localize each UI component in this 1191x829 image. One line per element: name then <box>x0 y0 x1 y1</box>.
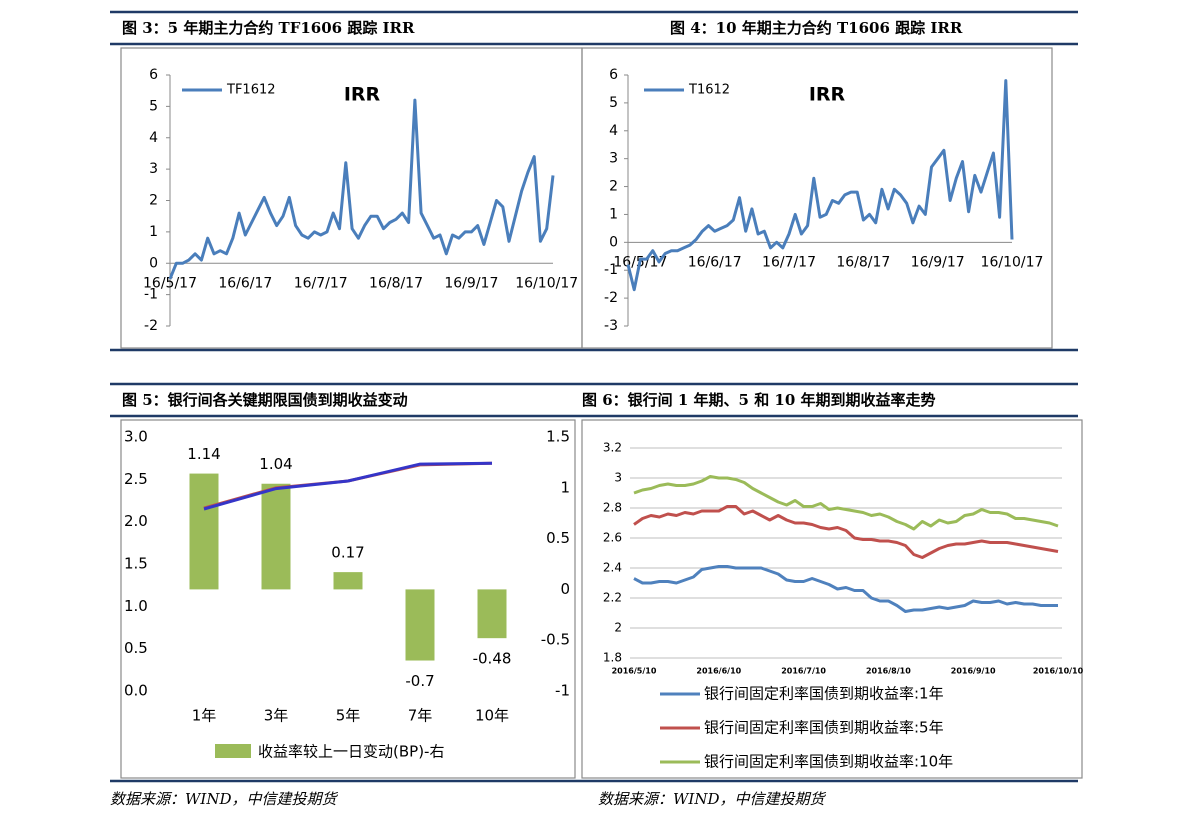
y-tick-label: 2.5 <box>124 470 148 488</box>
legend-label: 银行间固定利率国债到期收益率:10年 <box>704 753 953 771</box>
legend-label: 银行间固定利率国债到期收益率:1年 <box>704 685 944 703</box>
y-tick-label: -2 <box>144 318 158 334</box>
y-tick-label: 1.8 <box>603 651 622 665</box>
y-tick-label: 2.6 <box>603 531 622 545</box>
legend-label: 收益率较上一日变动(BP)-右 <box>258 743 444 761</box>
y-tick-label: 4 <box>149 130 158 146</box>
x-tick-label: 16/10/17 <box>515 275 578 291</box>
y2-tick-label: -1 <box>555 682 570 700</box>
chart-frame <box>120 419 576 779</box>
y-tick-label: 3 <box>609 151 618 167</box>
y-tick-label: 5 <box>149 98 158 114</box>
bar <box>477 589 507 639</box>
y2-tick-label: -0.5 <box>541 631 570 649</box>
y-tick-label: 0.5 <box>124 639 148 657</box>
y-tick-label: 6 <box>609 67 618 83</box>
y-tick-label: 1 <box>609 206 618 222</box>
x-tick-label: 3年 <box>264 707 289 725</box>
y2-tick-label: 1.5 <box>546 428 570 446</box>
y-tick-label: 2.4 <box>603 561 622 575</box>
figure-title: 图 6：银行间 1 年期、5 和 10 年期到期收益率走势 <box>582 391 936 409</box>
x-tick-label: 16/7/17 <box>294 275 348 291</box>
source-note: 数据来源：WIND，中信建投期货 <box>598 790 826 808</box>
y2-tick-label: 0.5 <box>546 529 570 547</box>
figure-title: 图 4：10 年期主力合约 T1606 跟踪 IRR <box>670 19 963 37</box>
source-note: 数据来源：WIND，中信建投期货 <box>110 790 338 808</box>
y-tick-label: 2.2 <box>603 591 622 605</box>
x-tick-label: 2016/10/10 <box>1033 667 1084 676</box>
data-line <box>633 565 1058 613</box>
data-line <box>203 461 493 510</box>
x-tick-label: 5年 <box>336 707 361 725</box>
bar <box>405 589 435 661</box>
bar <box>333 572 363 590</box>
y-tick-label: -3 <box>604 318 618 334</box>
data-line <box>203 461 493 511</box>
x-tick-label: 16/6/17 <box>688 254 742 270</box>
x-tick-label: 2016/6/10 <box>696 667 741 676</box>
x-tick-label: 16/10/17 <box>981 254 1044 270</box>
x-tick-label: 16/9/17 <box>911 254 965 270</box>
y-tick-label: 3 <box>149 161 158 177</box>
x-tick-label: 7年 <box>408 707 433 725</box>
y-tick-label: 0.0 <box>124 682 148 700</box>
y-tick-label: 5 <box>609 95 618 111</box>
y-tick-label: 2 <box>609 179 618 195</box>
annotation: IRR <box>809 84 846 106</box>
y-tick-label: 2.0 <box>124 512 148 530</box>
x-tick-label: 2016/9/10 <box>951 667 996 676</box>
y2-tick-label: 0 <box>560 580 570 598</box>
y-tick-label: 0 <box>149 255 158 271</box>
y-tick-label: 2 <box>149 193 158 209</box>
data-line <box>626 79 1014 292</box>
y2-tick-label: 1 <box>560 478 570 496</box>
y-tick-label: -1 <box>604 262 618 278</box>
bar-value-label: -0.7 <box>405 672 434 690</box>
bar <box>261 483 291 590</box>
legend-label: TF1612 <box>226 83 276 98</box>
data-line <box>168 98 555 280</box>
x-tick-label: 2016/5/10 <box>612 667 657 676</box>
figure-title: 图 5：银行间各关键期限国债到期收益变动 <box>122 391 408 409</box>
chart-frame <box>581 47 1053 349</box>
x-tick-label: 16/5/17 <box>143 275 197 291</box>
y-tick-label: 3 <box>614 471 622 485</box>
data-line <box>633 475 1059 531</box>
bar-value-label: -0.48 <box>473 650 512 668</box>
legend-label: 银行间固定利率国债到期收益率:5年 <box>704 719 944 737</box>
x-tick-label: 16/6/17 <box>218 275 272 291</box>
chart-frame <box>581 419 1083 779</box>
y-tick-label: 6 <box>149 67 158 83</box>
y-tick-label: 1 <box>149 224 158 240</box>
data-line <box>633 505 1059 559</box>
bar-value-label: 1.14 <box>187 445 220 463</box>
x-tick-label: 16/8/17 <box>369 275 423 291</box>
y-tick-label: 0 <box>609 234 618 250</box>
y-tick-label: 1.0 <box>124 597 148 615</box>
y-tick-label: 3.2 <box>603 441 622 455</box>
x-tick-label: 16/9/17 <box>444 275 498 291</box>
y-tick-label: 2 <box>614 621 622 635</box>
x-tick-label: 2016/8/10 <box>866 667 911 676</box>
y-tick-label: 4 <box>609 123 618 139</box>
y-tick-label: -2 <box>604 290 618 306</box>
x-tick-label: 10年 <box>475 707 509 725</box>
y-tick-label: -1 <box>144 287 158 303</box>
figure-title: 图 3：5 年期主力合约 TF1606 跟踪 IRR <box>122 19 415 37</box>
bar-value-label: 1.04 <box>259 455 292 473</box>
x-tick-label: 1年 <box>192 707 217 725</box>
legend-swatch <box>215 744 251 758</box>
y-tick-label: 3.0 <box>124 428 148 446</box>
x-tick-label: 2016/7/10 <box>781 667 826 676</box>
bar <box>189 473 219 590</box>
y-tick-label: 2.8 <box>603 501 622 515</box>
legend-label: T1612 <box>688 83 730 98</box>
bar-value-label: 0.17 <box>331 544 364 562</box>
x-tick-label: 16/8/17 <box>836 254 890 270</box>
annotation: IRR <box>344 84 381 106</box>
x-tick-label: 16/7/17 <box>762 254 816 270</box>
y-tick-label: 1.5 <box>124 555 148 573</box>
